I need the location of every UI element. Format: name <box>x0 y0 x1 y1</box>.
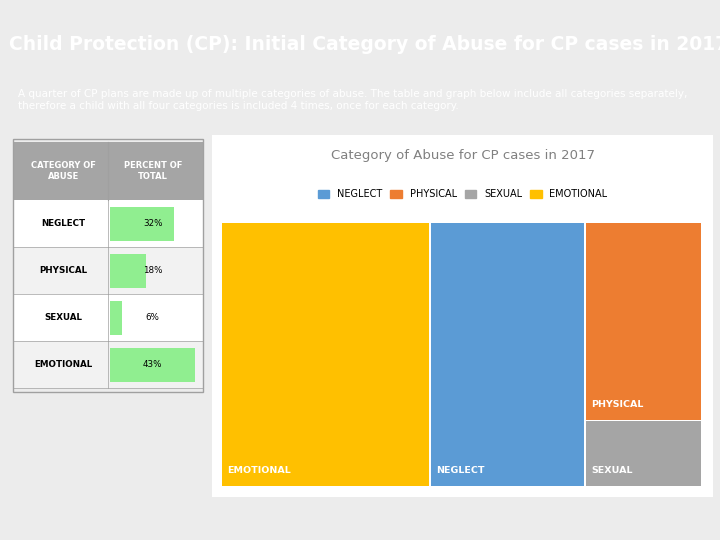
Text: 32%: 32% <box>143 219 163 228</box>
FancyBboxPatch shape <box>13 200 203 247</box>
Text: PHYSICAL: PHYSICAL <box>591 400 644 409</box>
Text: SEXUAL: SEXUAL <box>591 466 633 475</box>
FancyBboxPatch shape <box>222 223 429 486</box>
Text: Child Protection (CP): Initial Category of Abuse for CP cases in 2017: Child Protection (CP): Initial Category … <box>9 36 720 55</box>
Text: EMOTIONAL: EMOTIONAL <box>34 360 92 369</box>
FancyBboxPatch shape <box>110 207 174 241</box>
FancyBboxPatch shape <box>210 133 715 498</box>
FancyBboxPatch shape <box>13 247 203 294</box>
Text: PHYSICAL: PHYSICAL <box>39 266 87 275</box>
Legend: NEGLECT, PHYSICAL, SEXUAL, EMOTIONAL: NEGLECT, PHYSICAL, SEXUAL, EMOTIONAL <box>314 185 611 203</box>
Text: 18%: 18% <box>143 266 163 275</box>
FancyBboxPatch shape <box>13 294 203 341</box>
Text: EMOTIONAL: EMOTIONAL <box>228 466 291 475</box>
Text: 43%: 43% <box>143 360 163 369</box>
FancyBboxPatch shape <box>586 223 701 420</box>
Text: NEGLECT: NEGLECT <box>436 466 485 475</box>
Text: PERCENT OF
TOTAL: PERCENT OF TOTAL <box>124 161 182 181</box>
FancyBboxPatch shape <box>110 254 145 288</box>
FancyBboxPatch shape <box>586 421 701 486</box>
Text: Category of Abuse for CP cases in 2017: Category of Abuse for CP cases in 2017 <box>330 150 595 163</box>
FancyBboxPatch shape <box>13 142 203 200</box>
FancyBboxPatch shape <box>110 301 122 335</box>
FancyBboxPatch shape <box>431 223 585 486</box>
Text: A quarter of CP plans are made up of multiple categories of abuse. The table and: A quarter of CP plans are made up of mul… <box>18 89 687 111</box>
Text: CATEGORY OF
ABUSE: CATEGORY OF ABUSE <box>31 161 96 181</box>
Text: NEGLECT: NEGLECT <box>41 219 86 228</box>
FancyBboxPatch shape <box>110 348 196 382</box>
Text: SEXUAL: SEXUAL <box>45 313 82 322</box>
Text: 6%: 6% <box>145 313 160 322</box>
FancyBboxPatch shape <box>13 341 203 388</box>
